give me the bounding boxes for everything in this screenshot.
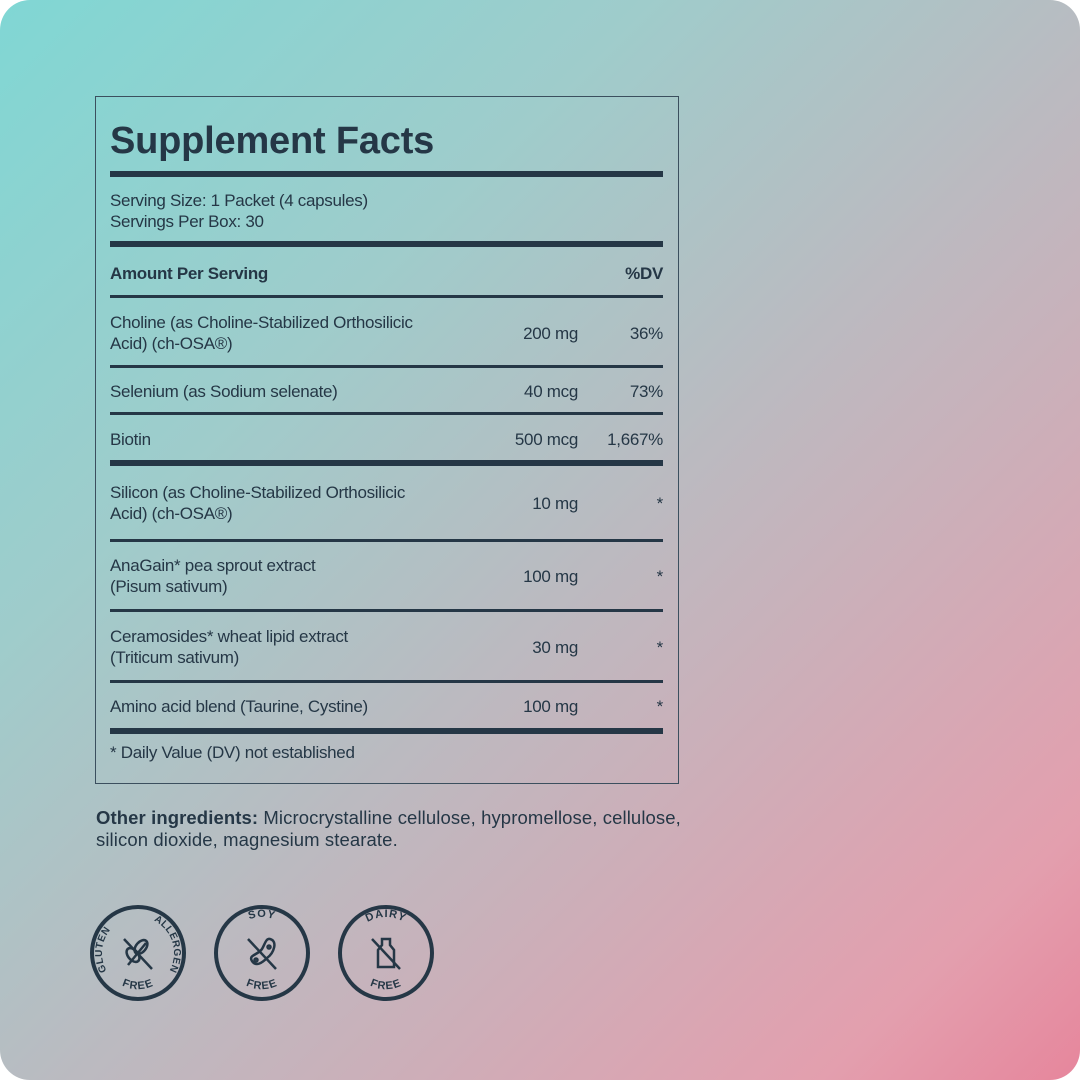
other-ingredients-text: Microcrystalline cellulose, hypromellose… xyxy=(96,807,681,850)
divider xyxy=(110,412,663,415)
badge-text-soy: SOY xyxy=(247,908,276,922)
nutrient-name: Selenium (as Sodium selenate) xyxy=(110,381,338,402)
facts-panel xyxy=(95,96,679,784)
nutrient-name: Choline (as Choline-Stabilized Orthosili… xyxy=(110,312,413,354)
gluten-allergen-free-badge: GLUTEN ALLERGEN FREE xyxy=(90,905,186,1001)
divider xyxy=(110,295,663,298)
svg-text:FREE: FREE xyxy=(245,977,279,992)
nutrient-name: Silicon (as Choline-Stabilized Orthosili… xyxy=(110,482,405,524)
nutrient-amount: 30 mg xyxy=(532,637,578,657)
nutrient-name-line: Acid) (ch-OSA®) xyxy=(110,504,233,523)
divider xyxy=(110,171,663,177)
nutrient-dv: 36% xyxy=(629,323,663,343)
dv-label: %DV xyxy=(625,264,663,283)
divider xyxy=(110,241,663,247)
badge-text-allergen: ALLERGEN xyxy=(152,914,181,975)
milk-bottle-crossed-icon xyxy=(371,937,401,970)
amount-per-serving-label: Amount Per Serving xyxy=(110,264,269,283)
dairy-free-badge: DAIRY FREE xyxy=(338,905,434,1001)
soy-free-badge: SOY FREE xyxy=(214,905,310,1001)
svg-text:FREE: FREE xyxy=(369,977,403,992)
badge-text-dairy: DAIRY xyxy=(364,908,408,925)
nutrient-name-line: Silicon (as Choline-Stabilized Orthosili… xyxy=(110,483,406,502)
badge-text-free: FREE xyxy=(369,977,402,992)
nutrient-dv: 1,667% xyxy=(607,429,663,449)
divider xyxy=(110,728,663,734)
servings-per-box: Servings Per Box: 30 xyxy=(110,212,264,231)
nutrient-name-line: (Triticum sativum) xyxy=(110,648,240,667)
svg-text:ALLERGEN: ALLERGEN xyxy=(152,914,182,975)
nutrient-amount: 200 mg xyxy=(523,323,578,343)
divider xyxy=(110,365,663,368)
nutrient-dv: * xyxy=(656,637,664,657)
nutrient-amount: 100 mg xyxy=(523,696,578,716)
nutrient-dv: * xyxy=(656,696,664,716)
svg-text:FREE: FREE xyxy=(121,977,155,992)
divider xyxy=(110,539,663,542)
svg-text:SOY: SOY xyxy=(247,908,277,922)
nutrient-name-line: Amino acid blend (Taurine, Cystine) xyxy=(110,696,368,716)
nutrient-name-line: Acid) (ch-OSA®) xyxy=(110,334,233,353)
serving-info: Serving Size: 1 Packet (4 capsules) Serv… xyxy=(110,190,368,232)
facts-title: Supplement Facts xyxy=(110,120,435,162)
serving-size: Serving Size: 1 Packet (4 capsules) xyxy=(110,191,368,210)
nutrient-name-line: (Pisum sativum) xyxy=(110,577,228,596)
other-ingredients-label: Other ingredients: xyxy=(96,807,259,828)
other-ingredients: Other ingredients: Microcrystalline cell… xyxy=(96,807,696,851)
nutrient-dv: 73% xyxy=(629,381,663,401)
nutrient-amount: 40 mcg xyxy=(524,381,578,401)
nutrient-name-line: Biotin xyxy=(110,429,151,449)
nutrient-amount: 100 mg xyxy=(523,566,578,586)
nutrient-name-line: Ceramosides* wheat lipid extract xyxy=(110,627,348,646)
nutrient-name: Biotin xyxy=(110,429,151,450)
wheat-crossed-icon xyxy=(123,938,153,970)
badge-text-free: FREE xyxy=(245,977,278,992)
svg-text:DAIRY: DAIRY xyxy=(364,908,409,925)
divider xyxy=(110,680,663,683)
nutrient-name-line: Selenium (as Sodium selenate) xyxy=(110,381,338,401)
nutrient-name: Amino acid blend (Taurine, Cystine) xyxy=(110,696,368,717)
nutrient-name-line: AnaGain* pea sprout extract xyxy=(110,556,316,575)
nutrient-name-line: Choline (as Choline-Stabilized Orthosili… xyxy=(110,313,413,332)
nutrient-amount: 500 mcg xyxy=(514,429,578,449)
divider xyxy=(110,609,663,612)
nutrient-name: Ceramosides* wheat lipid extract (Triticu… xyxy=(110,626,348,668)
soybean-crossed-icon xyxy=(247,937,277,970)
badge-text-free: FREE xyxy=(121,977,154,992)
footnote: * Daily Value (DV) not established xyxy=(110,743,355,762)
nutrient-dv: * xyxy=(656,566,664,586)
nutrient-name: AnaGain* pea sprout extract (Pisum sativu… xyxy=(110,555,316,597)
nutrient-amount: 10 mg xyxy=(532,493,578,513)
nutrient-dv: * xyxy=(656,493,664,513)
divider xyxy=(110,460,663,466)
